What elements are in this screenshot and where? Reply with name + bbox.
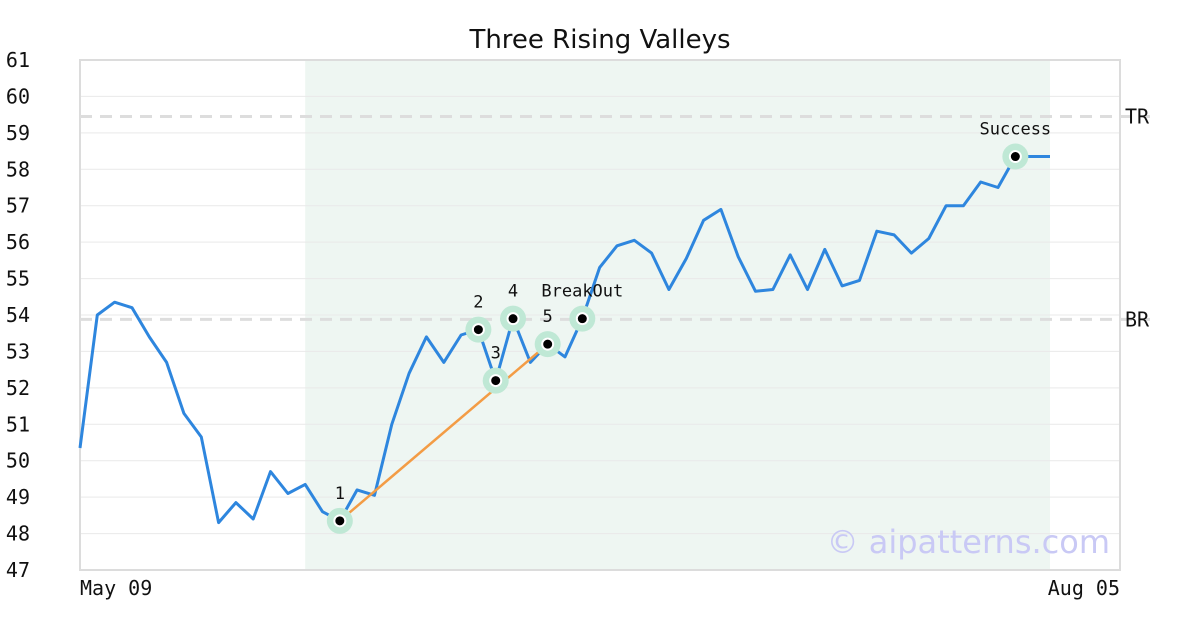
level-label-br: BR [1125,307,1150,331]
price-series-line [78,155,1050,525]
y-tick-label: 57 [6,194,30,218]
marker-point-5 [541,337,555,351]
annotation-label-3: 3 [491,344,501,364]
marker-point-1 [333,514,347,528]
y-tick-label: 52 [6,376,30,400]
y-tick-label: 50 [6,449,30,473]
y-tick-label: 59 [6,121,30,145]
y-tick-label: 54 [6,303,30,327]
marker-point-success [1008,150,1022,164]
annotation-label-5: 5 [543,307,553,327]
y-tick-label: 55 [6,267,30,291]
marker-point-4 [506,312,520,326]
level-label-tr: TR [1125,104,1150,128]
annotation-label-1: 1 [335,484,345,504]
y-tick-label: 61 [6,48,30,72]
y-tick-label: 51 [6,412,30,436]
y-tick-label: 53 [6,339,30,363]
marker-point-breakout [575,312,589,326]
chart-title: Three Rising Valleys [468,25,730,55]
annotation-label-4: 4 [508,282,518,302]
annotation-label-breakout: BreakOut [541,282,623,302]
annotation-label-2: 2 [473,293,483,313]
marker-point-3 [489,374,503,388]
x-tick-label-end: Aug 05 [1048,576,1120,600]
plot-frame [79,59,1121,571]
y-tick-label: 48 [6,522,30,546]
marker-point-2 [471,323,485,337]
valley-trendline [339,343,549,522]
y-tick-label: 58 [6,157,30,181]
x-tick-label-start: May 09 [80,576,152,600]
annotation-label-success: Success [980,120,1052,140]
y-tick-label: 47 [6,558,30,582]
watermark: © aipatterns.com [827,523,1110,561]
y-tick-label: 60 [6,84,30,108]
plot-area: 47 48 49 50 51 52 53 54 55 56 57 58 59 60 61 TR BR 1 2 3 4 5 B… [6,48,1150,600]
y-tick-label: 49 [6,485,30,509]
y-tick-label: 56 [6,230,30,254]
